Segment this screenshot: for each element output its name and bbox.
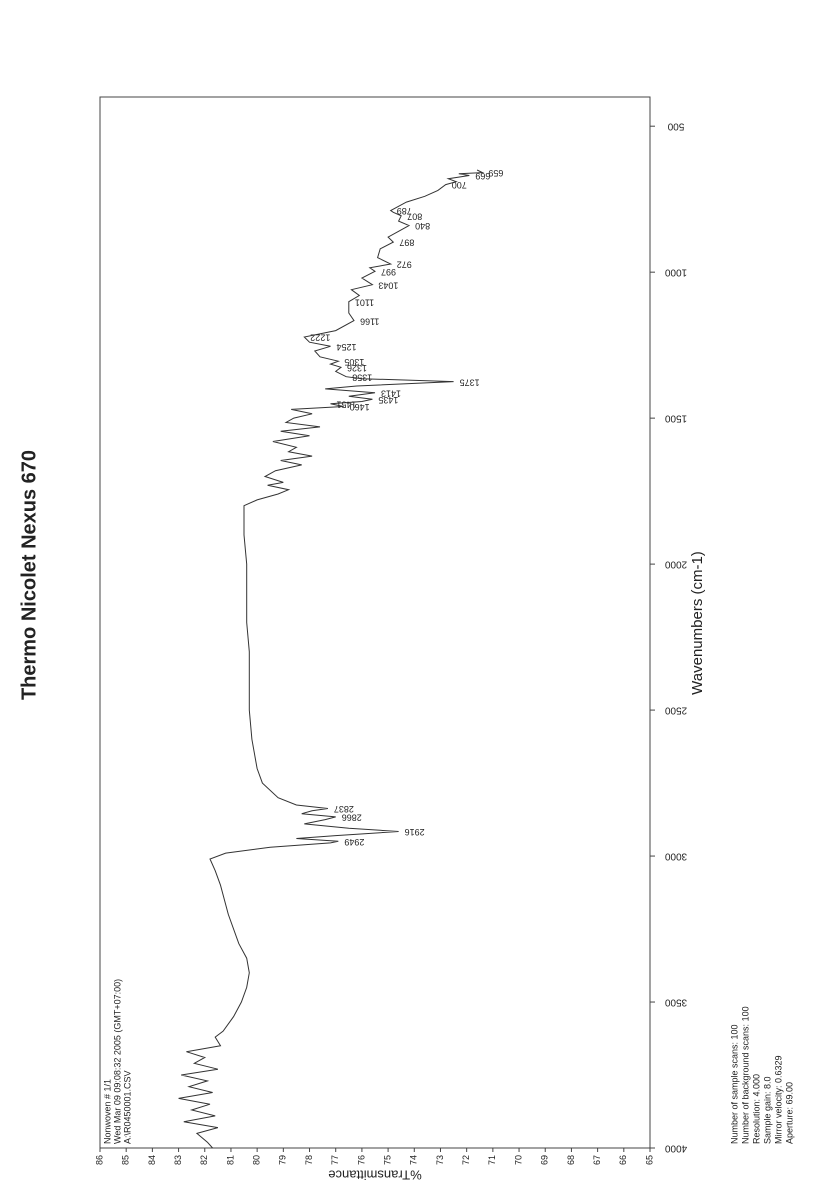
peak-label: 807 [407, 211, 422, 221]
peak-label: 669 [475, 171, 490, 181]
peak-label: 1413 [381, 388, 401, 398]
x-tick-label: 3500 [664, 996, 687, 1007]
peak-label: 972 [397, 260, 412, 270]
y-tick-label: 71 [487, 1155, 497, 1165]
y-axis-label: %Transmittance [328, 1168, 421, 1183]
x-axis-label: Wavenumbers (cm-1) [689, 551, 706, 695]
peak-label: 897 [399, 238, 414, 248]
peak-label: 2866 [342, 813, 362, 823]
info-line: Sample gain: 8.0 [762, 1076, 772, 1144]
peak-label: 789 [397, 206, 412, 216]
info-line: Number of background scans: 100 [740, 1006, 750, 1144]
peak-label: 1375 [460, 377, 480, 387]
chart-title: Thermo Nicolet Nexus 670 [18, 450, 40, 700]
x-tick-label: 1500 [664, 412, 687, 423]
y-tick-label: 85 [121, 1155, 131, 1165]
x-tick-label: 1000 [664, 267, 687, 278]
info-line: Mirror velocity: 0.6329 [773, 1055, 783, 1144]
annotation: Nonwoven # 1/1 [102, 1079, 112, 1144]
y-tick-label: 82 [199, 1155, 209, 1165]
y-tick-label: 80 [252, 1155, 262, 1165]
peak-label: 1451 [336, 399, 356, 409]
y-tick-label: 81 [225, 1155, 235, 1165]
info-line: Number of sample scans: 100 [729, 1024, 739, 1144]
x-tick-label: 2500 [664, 704, 687, 715]
peak-label: 1101 [355, 297, 374, 307]
peak-label: 2916 [405, 827, 425, 837]
y-tick-label: 72 [461, 1155, 471, 1165]
y-tick-label: 83 [173, 1155, 183, 1165]
rotated-plot: Thermo Nicolet Nexus 670 Wavenumbers (cm… [18, 96, 794, 1183]
peak-label: 1358 [352, 372, 372, 382]
y-tick-label: 68 [566, 1155, 576, 1165]
y-tick-label: 76 [356, 1155, 366, 1165]
y-tick-label: 77 [330, 1155, 340, 1165]
y-tick-label: 66 [618, 1155, 628, 1165]
y-tick-label: 67 [592, 1155, 602, 1165]
y-tick-label: 79 [278, 1155, 288, 1165]
peak-label: 1326 [347, 363, 367, 373]
peak-label: 1222 [310, 333, 330, 343]
y-tick-label: 65 [644, 1155, 654, 1165]
info-line: Resolution: 4.000 [751, 1074, 761, 1144]
spectrum-line [178, 169, 485, 1149]
y-tick-label: 86 [94, 1155, 104, 1165]
peak-label: 1043 [378, 280, 398, 290]
y-tick-label: 84 [147, 1155, 157, 1165]
peak-label: 1166 [360, 316, 379, 326]
y-tick-label: 70 [513, 1155, 523, 1165]
y-tick-label: 73 [435, 1155, 445, 1165]
peak-label: 840 [415, 221, 430, 231]
peak-label: 2949 [344, 837, 364, 847]
y-tick-label: 75 [382, 1155, 392, 1165]
peak-label: 1305 [344, 357, 364, 367]
x-tick-label: 4000 [664, 1142, 687, 1153]
peak-label: 2837 [334, 804, 354, 814]
peak-label: 997 [381, 267, 396, 277]
peak-label: 659 [488, 168, 503, 178]
peak-label: 1435 [378, 395, 398, 405]
y-tick-label: 78 [304, 1155, 314, 1165]
info-line: Aperture: 69.00 [784, 1082, 794, 1144]
x-tick-label: 3000 [664, 850, 687, 861]
annotation: Wed Mar 09 09:08:32 2005 (GMT+07:00) [112, 979, 122, 1144]
peak-label: 1460 [350, 402, 370, 412]
x-tick-label: 500 [667, 121, 684, 132]
peak-label: 1254 [336, 342, 356, 352]
annotation: A:\R0450001.CSV [122, 1070, 132, 1144]
plot-frame [99, 96, 651, 1149]
peak-label: 700 [452, 180, 467, 190]
y-tick-label: 74 [409, 1155, 419, 1165]
x-tick-label: 2000 [664, 558, 687, 569]
y-tick-label: 69 [540, 1155, 550, 1165]
